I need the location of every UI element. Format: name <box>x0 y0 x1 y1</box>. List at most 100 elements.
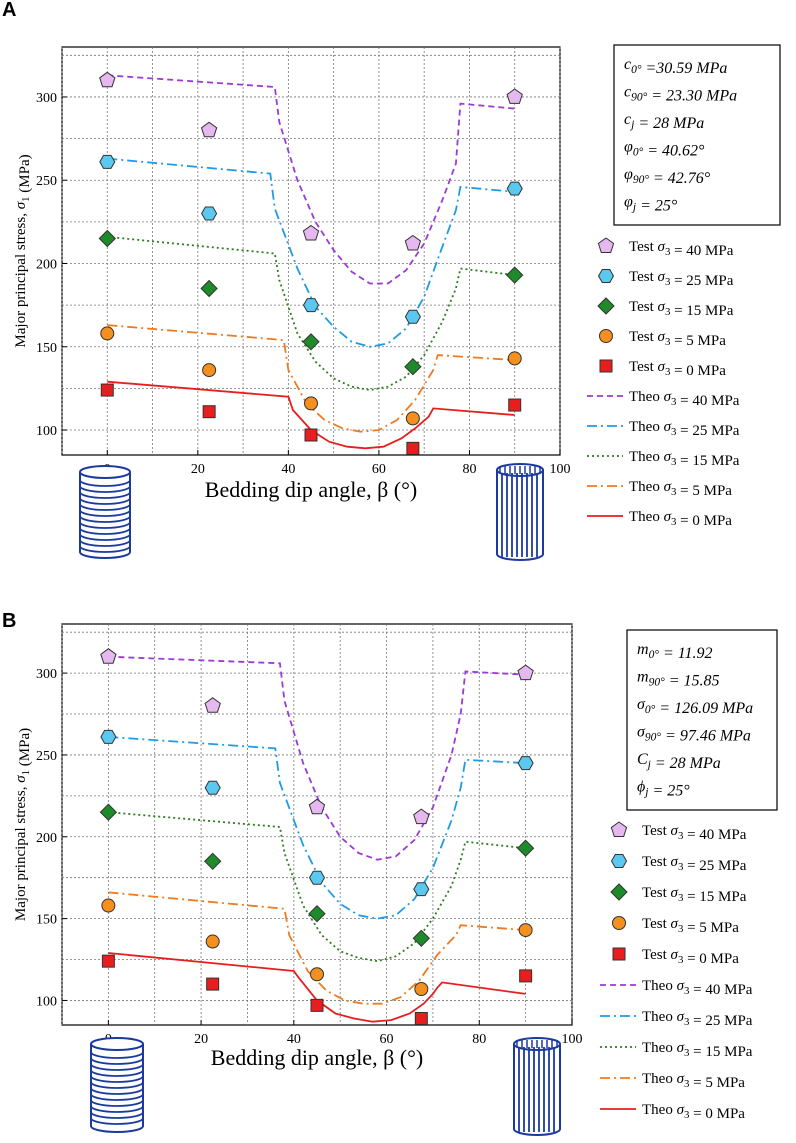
y-axis-title: Major principal stress, σ1 (MPa) <box>13 154 33 347</box>
test-point <box>310 967 324 982</box>
parameter-box <box>626 629 778 811</box>
bedding-line <box>90 1081 144 1089</box>
legend-label: Test σ3 = 25 MPa <box>642 854 747 874</box>
legend-label: Theo σ3 = 0 MPa <box>629 509 732 529</box>
panel-letter: A <box>2 0 16 21</box>
test-point <box>204 780 221 795</box>
bedding-line <box>79 533 131 541</box>
legend-marker <box>612 916 626 930</box>
parameter-text: φ0° = 40.62° <box>624 139 705 160</box>
test-point <box>308 798 326 815</box>
cylinder-top <box>513 1037 561 1051</box>
theo-curve <box>107 380 515 450</box>
legend-marker <box>597 297 615 315</box>
y-tick-label: 250 <box>36 749 57 764</box>
x-axis-title: Bedding dip angle, β (°) <box>211 1045 423 1070</box>
legend-label: Test σ3 = 40 MPa <box>629 239 734 259</box>
bedding-line <box>79 479 131 487</box>
parameter-box <box>613 44 781 226</box>
x-tick-label: 40 <box>281 462 295 477</box>
specimen-horizontal-bedding <box>79 465 131 559</box>
parameter-text: σ90° = 97.46 MPa <box>637 724 751 745</box>
test-point <box>201 206 218 221</box>
x-tick-label: 60 <box>372 462 386 477</box>
parameter-text: φ90° = 42.76° <box>624 166 711 187</box>
bedding-line <box>90 1075 144 1083</box>
test-point <box>405 411 420 426</box>
theo-curve <box>108 891 526 1005</box>
bedding-line <box>79 503 131 511</box>
legend-label: Theo σ3 = 15 MPa <box>629 449 740 469</box>
legend-label: Test σ3 = 0 MPa <box>629 359 726 379</box>
bedding-line <box>79 509 131 517</box>
test-point <box>519 969 533 983</box>
legend-marker <box>610 821 628 837</box>
bedding-line <box>90 1093 144 1101</box>
cylinder-top <box>79 465 131 479</box>
panel-letter: B <box>2 610 16 632</box>
bedding-line <box>79 527 131 535</box>
bedding-line <box>90 1099 144 1107</box>
legend: Test σ3 = 40 MPa Test σ3 = 25 MPa Test σ3 … <box>600 821 753 1122</box>
legend-marker <box>597 269 615 283</box>
test-point <box>404 357 422 376</box>
test-point <box>200 121 218 138</box>
test-point <box>99 71 116 88</box>
bedding-line <box>90 1117 144 1125</box>
bedding-line <box>79 521 131 529</box>
test-point <box>507 351 522 366</box>
specimen-vertical-bedding <box>513 1037 561 1136</box>
legend-label: Test σ3 = 15 MPa <box>642 885 747 905</box>
test-point <box>413 882 430 897</box>
bedding-line <box>90 1069 144 1077</box>
test-point <box>100 648 117 664</box>
x-axis-title: Bedding dip angle, β (°) <box>205 477 417 502</box>
legend-label: Theo σ3 = 5 MPa <box>629 479 732 499</box>
test-point <box>516 839 535 857</box>
plot-area <box>61 46 561 456</box>
parameter-text: c90° = 23.30 MPa <box>624 84 737 105</box>
legend-label: Test σ3 = 25 MPa <box>629 269 734 289</box>
test-point <box>308 870 326 885</box>
bedding-line <box>79 491 131 499</box>
bedding-line <box>79 497 131 505</box>
specimen-horizontal-bedding <box>90 1037 144 1133</box>
y-tick-label: 150 <box>36 341 57 356</box>
legend-marker <box>610 883 628 901</box>
specimen-vertical-bedding <box>496 463 544 561</box>
theo-curve <box>107 74 515 285</box>
test-point <box>506 88 523 104</box>
cylinder-top <box>496 463 544 477</box>
test-point <box>413 808 430 825</box>
y-tick-label: 100 <box>36 424 57 439</box>
bedding-line <box>90 1111 144 1119</box>
parameter-text: σ0° = 126.09 MPa <box>637 696 753 717</box>
test-point <box>406 441 420 455</box>
bedding-line <box>79 485 131 493</box>
test-point <box>204 697 221 713</box>
legend-marker <box>599 329 613 343</box>
theo-curve <box>107 157 515 348</box>
theo-curve <box>107 324 515 433</box>
theo-curve <box>108 811 526 963</box>
test-point <box>205 934 220 949</box>
legend-label: Theo σ3 = 0 MPa <box>642 1102 745 1122</box>
parameter-text: ϕj = 25° <box>637 779 690 800</box>
test-point <box>101 954 115 968</box>
y-axis-title: Major principal stress, σ1 (MPa) <box>13 728 33 921</box>
legend-label: Theo σ3 = 40 MPa <box>629 389 740 409</box>
legend-marker <box>599 359 613 373</box>
test-point <box>203 852 222 871</box>
x-tick-label: 100 <box>550 462 571 477</box>
test-point <box>508 398 522 412</box>
test-point <box>304 428 318 442</box>
bedding-line <box>90 1105 144 1113</box>
parameter-text: φj = 25° <box>624 194 678 215</box>
test-point <box>302 333 320 351</box>
x-tick-label: 80 <box>472 1032 486 1047</box>
legend-label: Theo σ3 = 25 MPa <box>629 419 740 439</box>
y-tick-label: 200 <box>36 257 57 272</box>
test-point <box>99 154 116 169</box>
test-point <box>517 664 534 681</box>
x-tick-label: 60 <box>380 1032 394 1047</box>
